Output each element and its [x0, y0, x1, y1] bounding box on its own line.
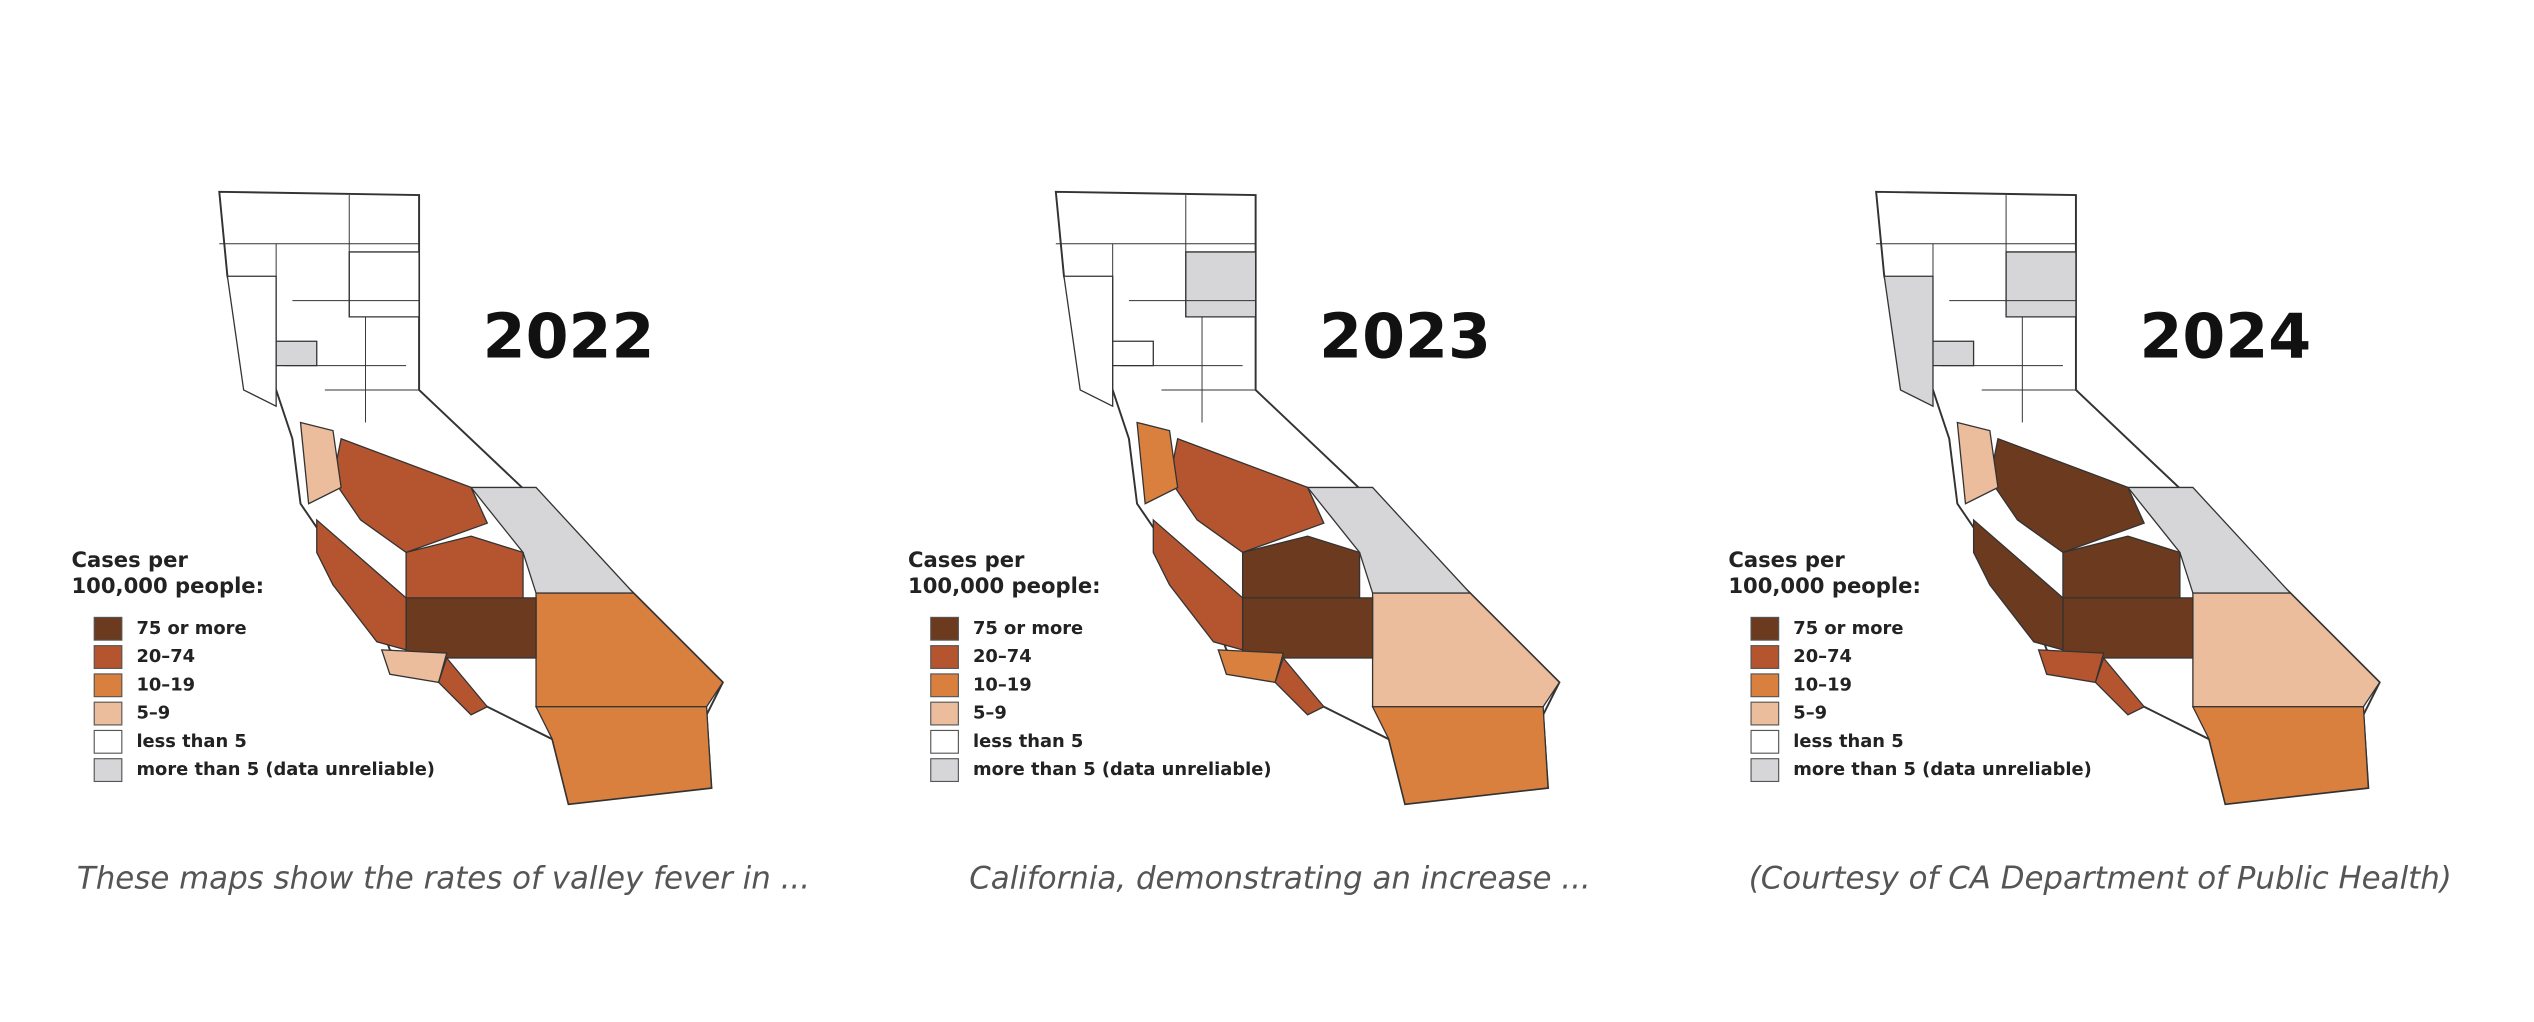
county-region: [1241, 597, 1374, 659]
legend-label: 75 or more: [1793, 618, 1903, 639]
legend-title-box: Cases per 100,000 people:: [1728, 549, 1921, 600]
legend-label: more than 5 (data unreliable): [1793, 759, 2092, 780]
legend-title-box: Cases per 100,000 people:: [71, 549, 265, 600]
legend-label: 10–19: [1793, 674, 1852, 695]
legend-label: 10–19: [136, 674, 195, 695]
legend-swatch: [1750, 758, 1780, 783]
county-region: [2037, 649, 2105, 684]
legend-swatch: [930, 645, 959, 669]
legend-swatch: [930, 729, 959, 754]
county-region: [1136, 421, 1179, 505]
legend-swatch: [93, 645, 123, 669]
legend-swatch: [1750, 616, 1780, 641]
legend-label: 5–9: [136, 703, 170, 724]
map-panel: 2024 Cases per 100,000 people: 75 or more 2…: [1728, 190, 2452, 897]
legend-title: Cases per 100,000 people:: [71, 549, 265, 600]
legend-swatch: [1750, 701, 1780, 726]
county-region: [348, 251, 420, 318]
county-region: [2126, 486, 2292, 594]
county-region: [2062, 535, 2181, 599]
county-region: [1371, 706, 1549, 805]
legend-label: 20–74: [136, 646, 195, 667]
county-region: [1306, 486, 1472, 594]
county-region: [1371, 592, 1561, 708]
county-region: [1972, 518, 2064, 651]
map-panel: 2022 Cases per 100,000 people: 75 or more 2…: [71, 190, 810, 897]
legend-swatch: [930, 616, 959, 641]
county-region: [226, 275, 277, 408]
legend-label: less than 5: [136, 731, 246, 752]
county-region: [1152, 518, 1244, 651]
county-region: [1217, 649, 1285, 684]
county-region: [2062, 597, 2194, 659]
county-region: [1274, 656, 1325, 716]
legend-label: 20–74: [973, 646, 1032, 667]
county-region: [535, 592, 724, 708]
county-region: [1241, 535, 1361, 599]
legend-swatch: [930, 758, 959, 783]
legend-label: 20–74: [1793, 646, 1852, 667]
county-region: [534, 706, 713, 805]
county-region: [2191, 706, 2370, 805]
legend-label: 10–19: [973, 674, 1032, 695]
county-region: [299, 421, 342, 505]
county-region: [1063, 275, 1114, 408]
legend-title: Cases per 100,000 people:: [908, 549, 1101, 600]
county-region: [405, 535, 524, 599]
legend-swatch: [930, 701, 959, 726]
caption: These maps show the rates of valley feve…: [77, 861, 810, 897]
year-label: 2023: [1319, 300, 1491, 372]
county-region: [1185, 251, 1257, 318]
county-region: [469, 486, 635, 594]
caption: California, demonstrating an increase ..…: [969, 861, 1590, 897]
legend-swatch: [93, 673, 123, 698]
county-region: [2005, 251, 2077, 318]
map-panel: 2023 Cases per 100,000 people: 75 or more 2…: [908, 190, 1591, 897]
county-region: [1883, 275, 1934, 408]
legend-title: Cases per 100,000 people:: [1728, 549, 1921, 600]
legend-label: 75 or more: [973, 618, 1083, 639]
legend-swatch: [93, 758, 123, 783]
legend-label: 5–9: [1793, 703, 1827, 724]
county-region: [437, 656, 489, 716]
county-region: [316, 518, 407, 651]
legend-label: less than 5: [1793, 731, 1903, 752]
legend-label: more than 5 (data unreliable): [973, 759, 1272, 780]
legend-swatch: [93, 701, 123, 726]
county-region: [405, 597, 537, 659]
caption: (Courtesy of CA Department of Public Hea…: [1749, 861, 2452, 897]
legend-swatch: [1750, 645, 1780, 669]
year-label: 2024: [2139, 300, 2311, 372]
county-region: [2192, 592, 2381, 708]
legend-label: more than 5 (data unreliable): [136, 759, 435, 780]
legend-swatch: [93, 616, 123, 641]
legend-swatch: [1750, 673, 1780, 698]
legend-label: 75 or more: [136, 618, 246, 639]
legend-label: 5–9: [973, 703, 1007, 724]
legend-label: less than 5: [973, 731, 1083, 752]
legend-swatch: [1750, 729, 1780, 754]
county-region: [2094, 656, 2146, 716]
county-region: [1956, 421, 1999, 505]
legend-title-box: Cases per 100,000 people:: [908, 549, 1101, 600]
legend-swatch: [930, 673, 959, 698]
legend-swatch: [93, 729, 123, 754]
county-region: [380, 649, 448, 684]
year-label: 2022: [483, 300, 655, 372]
